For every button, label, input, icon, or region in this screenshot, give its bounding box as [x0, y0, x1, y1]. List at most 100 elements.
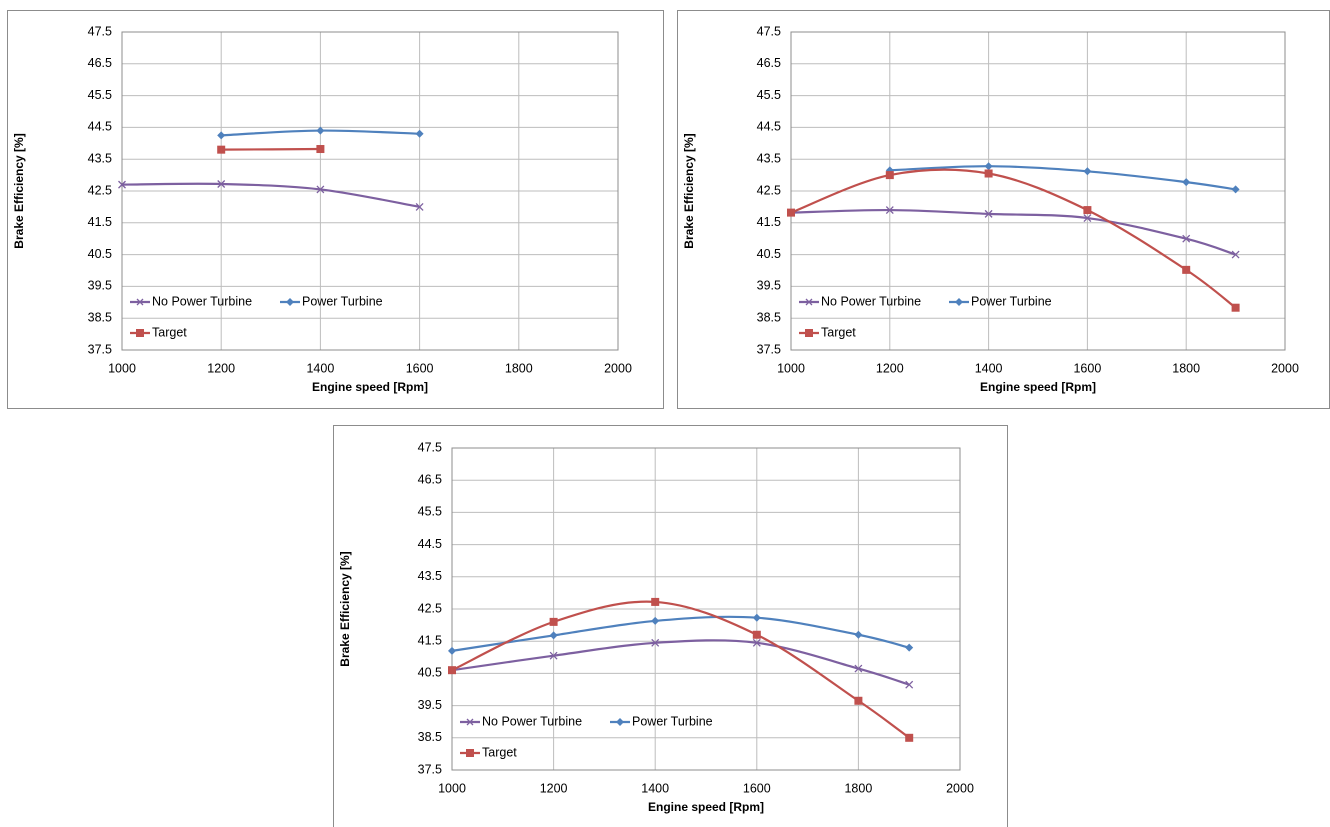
y-tick-label: 42.5	[88, 183, 112, 197]
y-tick-label: 40.5	[88, 247, 112, 261]
x-tick-label: 1600	[406, 361, 434, 375]
marker	[118, 180, 126, 189]
y-tick-label: 42.5	[418, 601, 442, 615]
marker	[984, 162, 993, 171]
y-tick-label: 45.5	[88, 88, 112, 102]
marker	[905, 733, 914, 742]
marker	[905, 680, 914, 689]
x-tick-label: 2000	[604, 361, 632, 375]
legend-label: Target	[152, 325, 187, 339]
x-tick-label: 1000	[438, 781, 466, 795]
x-tick-label: 1400	[306, 361, 334, 375]
legend-marker	[466, 749, 474, 757]
y-tick-label: 41.5	[757, 215, 781, 229]
y-tick-label: 46.5	[418, 472, 442, 486]
legend-marker-shape	[136, 298, 144, 306]
marker	[217, 131, 226, 140]
marker	[549, 631, 558, 640]
y-axis-title: Brake Efficiency [%]	[12, 133, 26, 248]
legend-label: No Power Turbine	[821, 294, 921, 308]
y-tick-label: 39.5	[88, 279, 112, 293]
marker	[1182, 178, 1191, 187]
y-tick-label: 46.5	[757, 56, 781, 70]
chart: 37.5 38.5 39.5 40.5 41.5 42.5 43.5 44.5 45.5 46.5…	[677, 10, 1330, 409]
marker	[549, 617, 558, 626]
marker	[854, 630, 863, 639]
marker	[1231, 185, 1240, 194]
legend-marker-shape	[136, 329, 144, 337]
x-tick-label: 1200	[876, 361, 904, 375]
plot-border	[451, 447, 961, 771]
marker	[1083, 167, 1092, 176]
y-tick-label: 43.5	[88, 151, 112, 165]
plot-border	[121, 31, 619, 351]
x-tick-label: 1800	[505, 361, 533, 375]
legend-marker	[805, 329, 813, 337]
y-tick-label: 37.5	[418, 762, 442, 776]
x-tick-label: 2000	[1271, 361, 1299, 375]
legend-marker-shape	[466, 718, 474, 726]
marker	[316, 185, 325, 194]
x-tick-label: 1600	[743, 781, 771, 795]
marker	[752, 613, 761, 622]
marker	[905, 643, 914, 652]
y-tick-label: 44.5	[88, 120, 112, 134]
chart-frame	[333, 425, 1008, 827]
series-line	[121, 182, 420, 208]
y-tick-label: 40.5	[757, 247, 781, 261]
y-tick-label: 39.5	[418, 698, 442, 712]
marker	[217, 145, 226, 154]
legend-label: Power Turbine	[632, 714, 713, 728]
y-tick-label: 45.5	[757, 88, 781, 102]
y-axis-title: Brake Efficiency [%]	[682, 133, 696, 248]
marker	[854, 664, 863, 673]
y-tick-label: 47.5	[88, 24, 112, 38]
chart: 37.5 38.5 39.5 40.5 41.5 42.5 43.5 44.5 45.5 46.5…	[7, 10, 664, 409]
marker	[752, 638, 761, 647]
y-tick-label: 37.5	[757, 342, 781, 356]
marker	[448, 666, 456, 675]
y-tick-label: 46.5	[88, 56, 112, 70]
legend-marker-shape	[805, 298, 813, 306]
x-axis-title: Engine speed [Rpm]	[312, 380, 428, 394]
x-tick-label: 1400	[641, 781, 669, 795]
y-tick-label: 41.5	[418, 633, 442, 647]
y-tick-label: 43.5	[418, 569, 442, 583]
legend-label: No Power Turbine	[152, 294, 252, 308]
marker	[316, 126, 325, 135]
marker	[984, 209, 993, 218]
y-tick-label: 42.5	[757, 183, 781, 197]
x-tick-label: 1200	[207, 361, 235, 375]
marker	[448, 646, 456, 655]
y-tick-label: 38.5	[418, 730, 442, 744]
y-tick-label: 47.5	[418, 440, 442, 454]
marker	[651, 638, 660, 647]
y-tick-label: 38.5	[757, 310, 781, 324]
marker	[651, 616, 660, 625]
marker	[885, 171, 894, 180]
legend-marker	[286, 298, 294, 306]
marker	[1231, 303, 1240, 312]
legend-marker-shape	[286, 298, 294, 306]
legend-marker	[136, 329, 144, 337]
chart-frame	[7, 10, 664, 409]
x-tick-label: 1800	[844, 781, 872, 795]
marker	[316, 145, 325, 154]
marker	[415, 202, 424, 211]
marker	[854, 696, 863, 705]
marker	[752, 630, 761, 639]
legend-label: Target	[482, 745, 517, 759]
marker	[1182, 234, 1191, 243]
legend-marker-shape	[955, 298, 963, 306]
legend-label: No Power Turbine	[482, 714, 582, 728]
plot-border	[790, 31, 1286, 351]
legend-marker-shape	[805, 329, 813, 337]
y-tick-label: 47.5	[757, 24, 781, 38]
y-tick-label: 44.5	[757, 120, 781, 134]
marker	[415, 129, 424, 138]
chart: 37.5 38.5 39.5 40.5 41.5 42.5 43.5 44.5 45.5 46.5…	[333, 425, 1008, 827]
marker	[885, 206, 894, 215]
legend-label: Power Turbine	[302, 294, 383, 308]
y-tick-label: 39.5	[757, 279, 781, 293]
y-axis-title: Brake Efficiency [%]	[338, 551, 352, 666]
